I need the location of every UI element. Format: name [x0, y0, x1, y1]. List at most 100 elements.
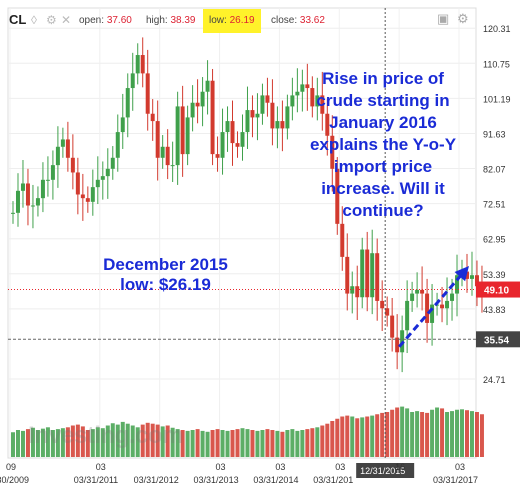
candle-body [105, 168, 110, 177]
candle-body [465, 271, 469, 279]
volume-bar [385, 412, 390, 457]
y-tick-label: 101.19 [483, 94, 511, 104]
candle-body [185, 117, 190, 155]
volume-bar [235, 429, 240, 457]
candle-body [300, 84, 305, 92]
y-tick-label: 53.39 [483, 270, 506, 280]
volume-bar [400, 406, 405, 457]
candle-body [25, 183, 30, 206]
annotation-line: import price [333, 157, 433, 176]
volume-bar [225, 430, 230, 457]
annotation-line: increase. Will it [321, 179, 445, 198]
volume-bar [335, 418, 340, 457]
candle-body [150, 113, 155, 122]
candle-body [95, 179, 100, 188]
candle-body [145, 73, 150, 114]
volume-bar [365, 416, 370, 457]
volume-bar [255, 430, 260, 457]
volume-bar [330, 421, 335, 457]
volume-bar [180, 430, 185, 457]
x-tick-top: 03 [216, 462, 226, 472]
volume-bar [270, 430, 275, 457]
volume-bar [185, 430, 190, 457]
volume-bar [190, 430, 195, 457]
candle-body [410, 293, 415, 301]
x-tick-label: 03/31/2011 [74, 475, 118, 485]
annotation-line: explains the Y-o-Y [309, 135, 457, 154]
candle-body [440, 304, 445, 309]
volume-bar [220, 430, 225, 457]
volume-bar [160, 426, 165, 457]
candle-body [445, 300, 450, 309]
annotation-december-low: December 2015 low: $26.19 [78, 255, 253, 295]
candle-body [75, 172, 80, 195]
candle-body [355, 286, 360, 298]
candle-body [240, 132, 245, 147]
hide-icon[interactable]: ◊ [31, 13, 37, 27]
volume-bar [370, 415, 375, 457]
candle-body [11, 212, 15, 214]
candle-body [195, 102, 200, 107]
volume-bar [125, 423, 130, 457]
volume-bar [80, 426, 85, 457]
annotation-line: December 2015 [103, 255, 228, 274]
volume-bar [210, 430, 215, 457]
candle-body [370, 253, 375, 298]
gear-icon[interactable]: ⚙ [457, 11, 469, 26]
volume-bar [155, 424, 160, 457]
camera-icon[interactable]: ▣ [437, 11, 450, 26]
volume-bar [340, 416, 345, 457]
ohlc-high: high: 38.39 [146, 15, 196, 26]
volume-bar [165, 425, 170, 457]
y-tick-label: 62.95 [483, 235, 506, 245]
candle-body [65, 139, 70, 158]
candle-body [15, 190, 20, 213]
candle-body [285, 106, 290, 129]
close-icon[interactable]: ✕ [61, 13, 72, 27]
candle-body [375, 253, 380, 301]
volume-bar [95, 427, 100, 457]
trend-arrow-head [454, 266, 469, 282]
candle-body [255, 113, 260, 118]
volume-bar [305, 429, 310, 457]
volume-bar [460, 409, 465, 457]
y-tick-label: 91.63 [483, 129, 506, 139]
candle-body [210, 80, 215, 155]
candle-body [155, 121, 160, 158]
ohlc-open: open: 37.60 [79, 15, 132, 26]
volume-bar [135, 427, 140, 457]
x-tick-label: 03/31/2012 [134, 475, 179, 485]
candle-body [415, 289, 420, 294]
volume-bar [30, 427, 35, 457]
x-tick-label: 03/31/201 [313, 475, 353, 485]
volume-bar [375, 414, 380, 457]
volume-bar [260, 430, 265, 457]
candle-body [60, 139, 65, 147]
volume-bar [11, 432, 15, 457]
x-tick-top: 03 [455, 462, 465, 472]
annotation-line: Rise in price of [322, 69, 444, 88]
volume-bar [140, 424, 145, 457]
candle-body [365, 249, 370, 298]
volume-bar [20, 430, 25, 457]
volume-bar [85, 430, 90, 457]
volume-bar [355, 418, 360, 457]
volume-bar [15, 430, 20, 457]
candle-body [425, 293, 430, 323]
x-tick-top: 03 [275, 462, 285, 472]
volume-bar [440, 408, 445, 457]
volume-bar [320, 425, 325, 457]
candle-body [265, 95, 270, 103]
settings-icon[interactable]: ⚙ [46, 13, 57, 27]
x-tick-label: 03/31/2014 [253, 475, 298, 485]
candle-body [160, 146, 165, 158]
volume-bar [45, 427, 50, 457]
candle-body [405, 300, 410, 331]
volume-bar [90, 429, 95, 457]
ohlc-low: low: 26.19 [209, 15, 255, 26]
volume-bar [469, 411, 474, 457]
candle-body [180, 106, 185, 155]
candle-body [450, 293, 455, 301]
volume-bar [350, 416, 355, 457]
